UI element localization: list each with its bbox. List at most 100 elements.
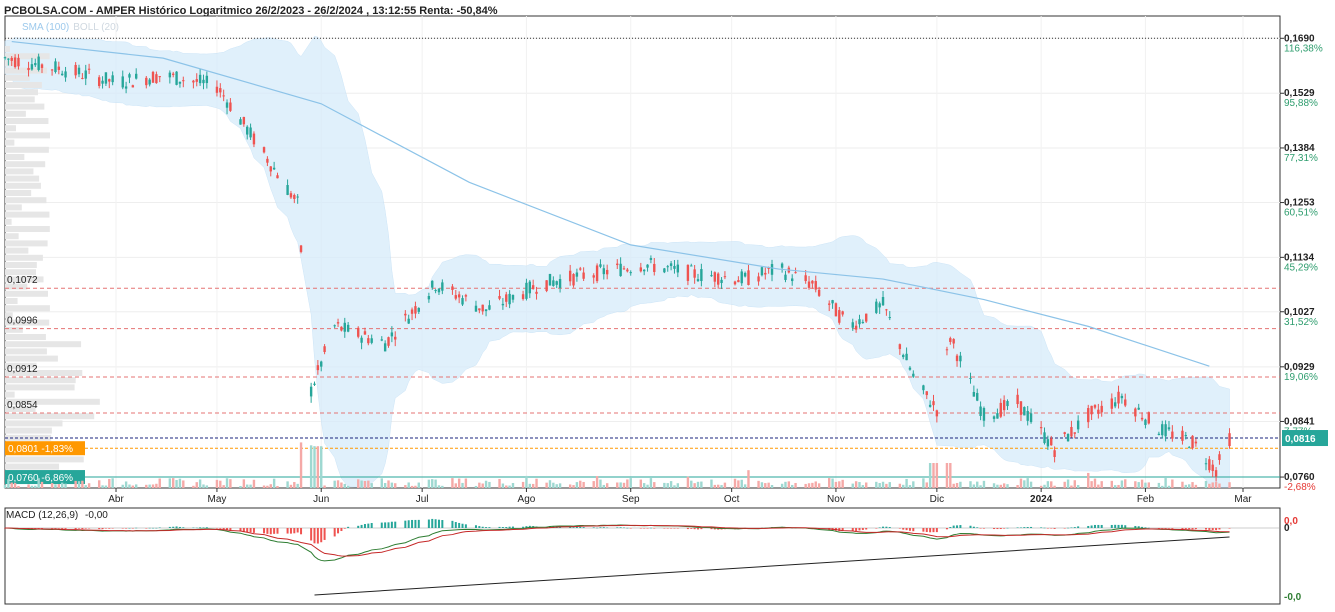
macd-histogram-bar [952, 525, 955, 528]
macd-value: -0,00 [85, 510, 108, 521]
volume-bar [225, 478, 229, 488]
volume-bar [296, 483, 299, 488]
volume-bar [1157, 482, 1161, 488]
volume-bar [441, 485, 444, 488]
macd-trendline [314, 536, 1230, 596]
volume-profile-bar [5, 240, 48, 247]
volume-bar [653, 482, 656, 488]
candle-body [50, 69, 54, 71]
volume-bar [323, 485, 326, 488]
macd-histogram-bar [929, 528, 932, 533]
macd-histogram-bar [54, 528, 57, 529]
y-tick-label: 0,1027 [1284, 307, 1315, 318]
volume-bar [121, 484, 124, 488]
volume-profile-bar [5, 427, 52, 434]
candle-body [780, 263, 784, 268]
volume-profile-bar [5, 89, 38, 96]
macd-label: MACD (12,26,9) [6, 510, 79, 521]
candle-body [1124, 399, 1127, 406]
sma-legend[interactable]: SMA (100) [22, 22, 70, 33]
volume-bar [952, 483, 955, 488]
candle-body [1019, 401, 1023, 415]
volume-bar [229, 479, 232, 488]
macd-histogram-bar [861, 528, 864, 530]
volume-bar [17, 485, 20, 488]
macd-histogram-bar [693, 528, 696, 530]
candle-body [535, 291, 538, 294]
volume-bar [528, 483, 532, 488]
volume-bar [7, 479, 10, 488]
volume-bar [242, 479, 246, 488]
volume-bar [404, 485, 407, 488]
chart-title: PCBOLSA.COM - AMPER Histórico Logaritmic… [4, 5, 498, 17]
macd-histogram-bar [485, 527, 488, 528]
candle-body [498, 296, 501, 299]
volume-bar [128, 484, 131, 488]
volume-bar [293, 482, 296, 488]
volume-bar [222, 485, 225, 488]
volume-bar [1073, 480, 1076, 488]
candle-body [1093, 405, 1097, 408]
candle-body [690, 265, 693, 267]
candle-body [969, 377, 972, 379]
volume-bar [673, 485, 676, 488]
volume-bar [841, 479, 844, 488]
macd-histogram-bar [949, 527, 952, 528]
y-pct-label: 45,29% [1284, 262, 1318, 273]
candle-body [521, 294, 525, 300]
volume-bar [828, 478, 831, 488]
macd-histogram-bar [269, 528, 272, 535]
macd-histogram-bar [898, 528, 901, 529]
volume-bar [50, 483, 54, 488]
volume-bar [77, 481, 81, 488]
macd-histogram-bar [575, 526, 578, 528]
volume-profile-bar [5, 218, 12, 225]
macd-histogram-bar [582, 527, 585, 528]
volume-bar [505, 485, 508, 488]
volume-bar [457, 478, 461, 488]
macd-histogram-bar [61, 528, 64, 529]
volume-bar [1194, 484, 1198, 488]
volume-bar [10, 482, 13, 488]
volume-bar [40, 481, 44, 488]
candle-body [461, 298, 464, 305]
candle-body [642, 269, 646, 272]
candle-body [928, 404, 932, 407]
volume-bar [1113, 485, 1117, 488]
candle-body [555, 281, 558, 285]
macd-histogram-bar [1215, 528, 1218, 531]
candle-body [558, 279, 562, 288]
volume-profile-bar [5, 67, 48, 74]
candle-body [414, 306, 417, 314]
volume-bar [740, 479, 743, 488]
macd-histogram-bar [505, 526, 508, 528]
candle-body [172, 73, 175, 75]
volume-bar [905, 478, 908, 488]
candle-body [158, 76, 161, 78]
candle-body [299, 245, 303, 252]
candle-body [1157, 433, 1161, 435]
volume-bar [1063, 481, 1066, 488]
volume-bar [811, 482, 814, 488]
macd-histogram-bar [945, 528, 948, 530]
x-axis: Abr May Jun Jul Ago Sep Oct Nov Dic 2024 Feb Mar [108, 488, 1252, 505]
boll-legend[interactable]: BOLL (20) [73, 22, 120, 33]
macd-histogram-bar [1026, 527, 1029, 528]
candle-body [434, 290, 437, 292]
macd-histogram-bar [437, 519, 440, 528]
macd-histogram-bar [596, 527, 599, 529]
y-tick-label: 0,0929 [1284, 362, 1315, 373]
macd-axis-bottom: -0,0 [1284, 592, 1302, 603]
candle-body [320, 361, 323, 367]
volume-bar [64, 483, 67, 488]
candle-body [81, 77, 84, 79]
macd-histogram-bar [902, 528, 905, 530]
macd-histogram-bar [579, 526, 582, 528]
volume-bar [932, 463, 935, 488]
candle-body [1164, 424, 1167, 437]
macd-histogram-bar [249, 528, 252, 533]
volume-bar [367, 480, 370, 488]
macd-histogram-bar [360, 524, 363, 528]
macd-histogram-bar [1043, 527, 1046, 529]
